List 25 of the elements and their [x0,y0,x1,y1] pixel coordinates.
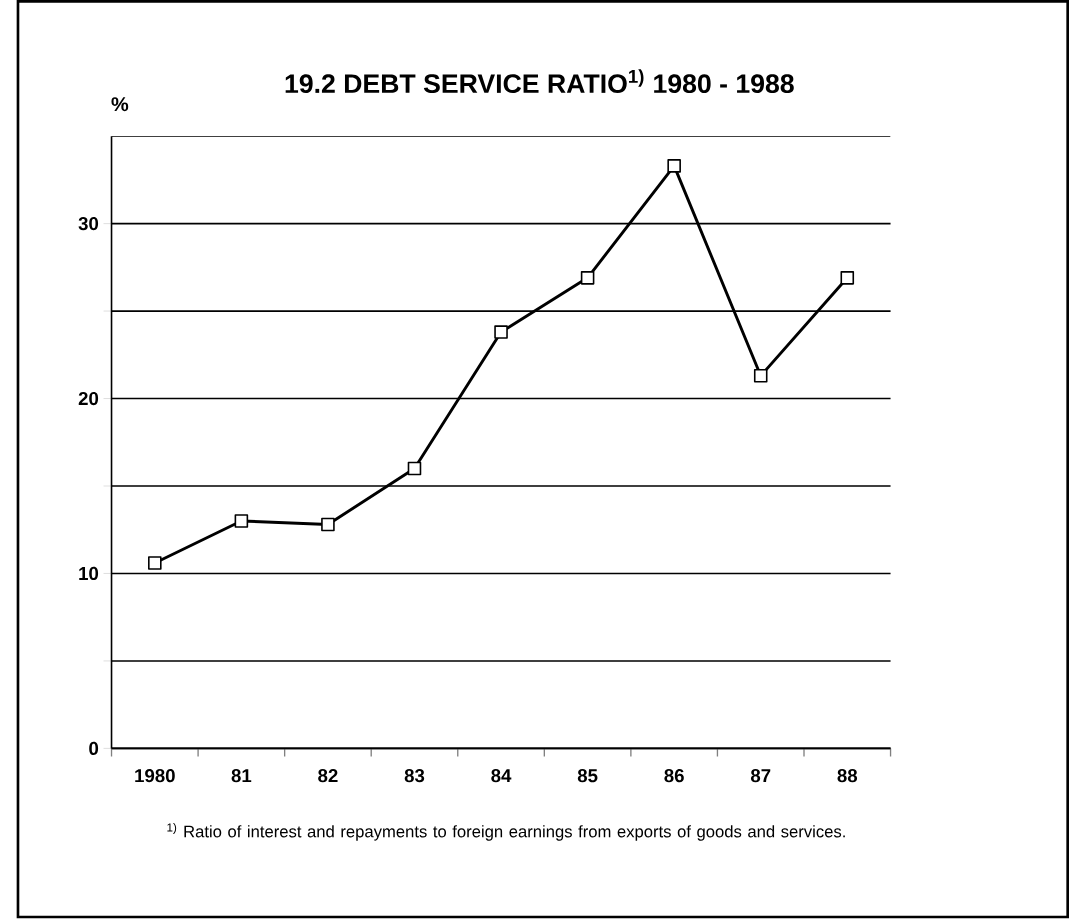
x-tick-label: 87 [750,769,771,783]
x-tick-label: 84 [491,769,512,783]
x-tick-label: 85 [577,769,598,783]
x-tick-label: 1980 [135,769,175,783]
x-tick-label: 83 [404,769,425,783]
point [580,271,595,285]
point [494,325,508,340]
x-tick-label: 86 [664,769,684,783]
x-tick-label: 88 [837,769,858,783]
y-tick-label: 10 [79,567,99,581]
point [753,369,768,383]
point [321,517,335,532]
point [667,159,681,173]
x-tick-label: 82 [318,769,338,783]
point [148,556,162,570]
point [234,514,249,529]
y-tick-label: 20 [78,392,99,406]
x-tick-label: 81 [231,769,252,783]
chart-title: 19.2 DEBT SERVICE RATIO$^{1)}$ 1980 - 1988 [285,69,794,94]
text: $^{1)}$ Ratio of interest and repayments to foreign earnings from exports of goods and services. [167,823,845,841]
y-tick-label: 0 [89,742,99,756]
y-tick-label: 30 [78,217,99,231]
point [407,461,422,476]
point [840,271,855,285]
y-axis-title: % [111,97,129,112]
